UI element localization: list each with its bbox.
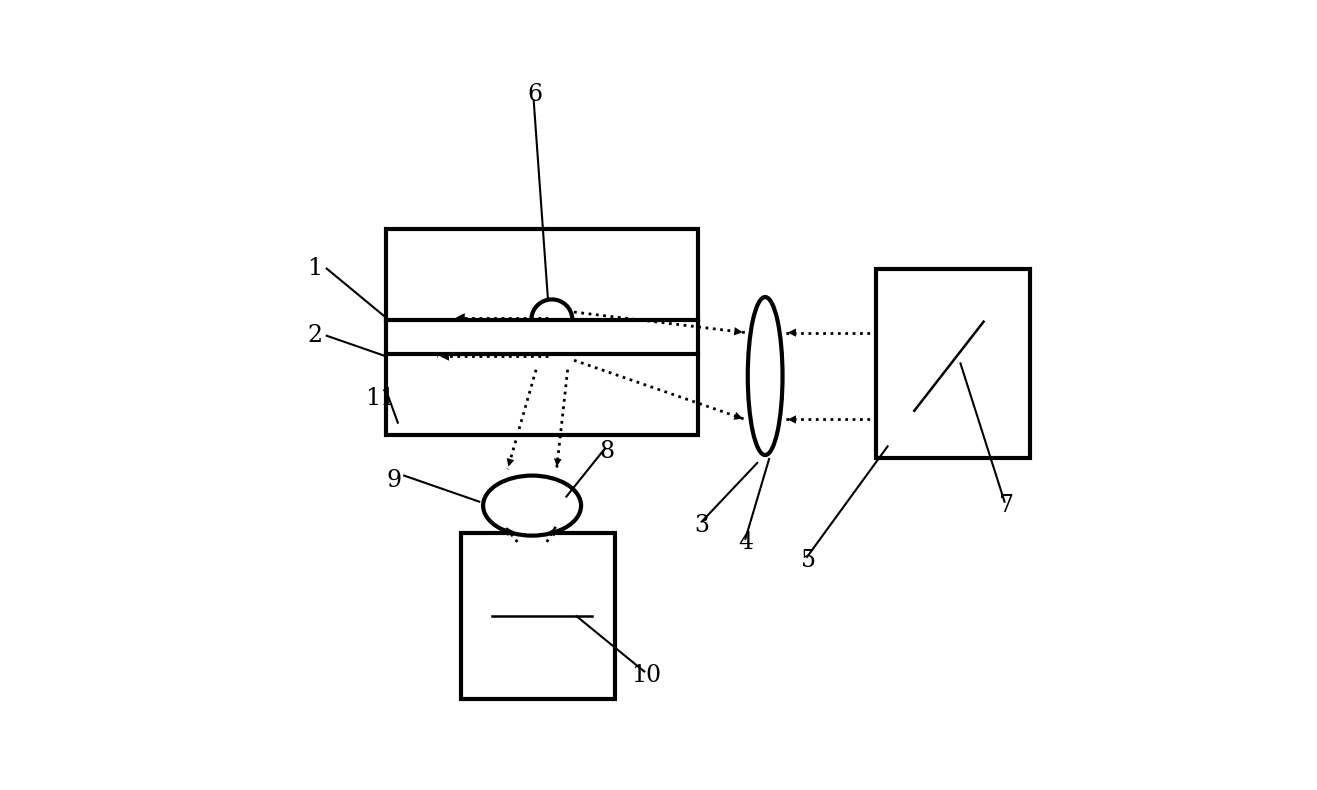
Text: 9: 9 (386, 468, 402, 492)
Ellipse shape (483, 476, 581, 536)
Text: 3: 3 (694, 514, 710, 537)
Text: 11: 11 (365, 387, 395, 411)
Text: 2: 2 (307, 324, 323, 348)
Bar (461, 533, 615, 699)
Text: 8: 8 (599, 440, 615, 464)
Bar (876, 269, 1030, 458)
Text: 1: 1 (307, 257, 323, 280)
Text: 5: 5 (801, 549, 817, 573)
Text: 10: 10 (632, 664, 661, 687)
Bar (386, 229, 698, 435)
Text: 6: 6 (527, 83, 543, 107)
Text: 7: 7 (998, 494, 1014, 517)
Ellipse shape (748, 297, 782, 455)
Text: 4: 4 (738, 531, 753, 555)
